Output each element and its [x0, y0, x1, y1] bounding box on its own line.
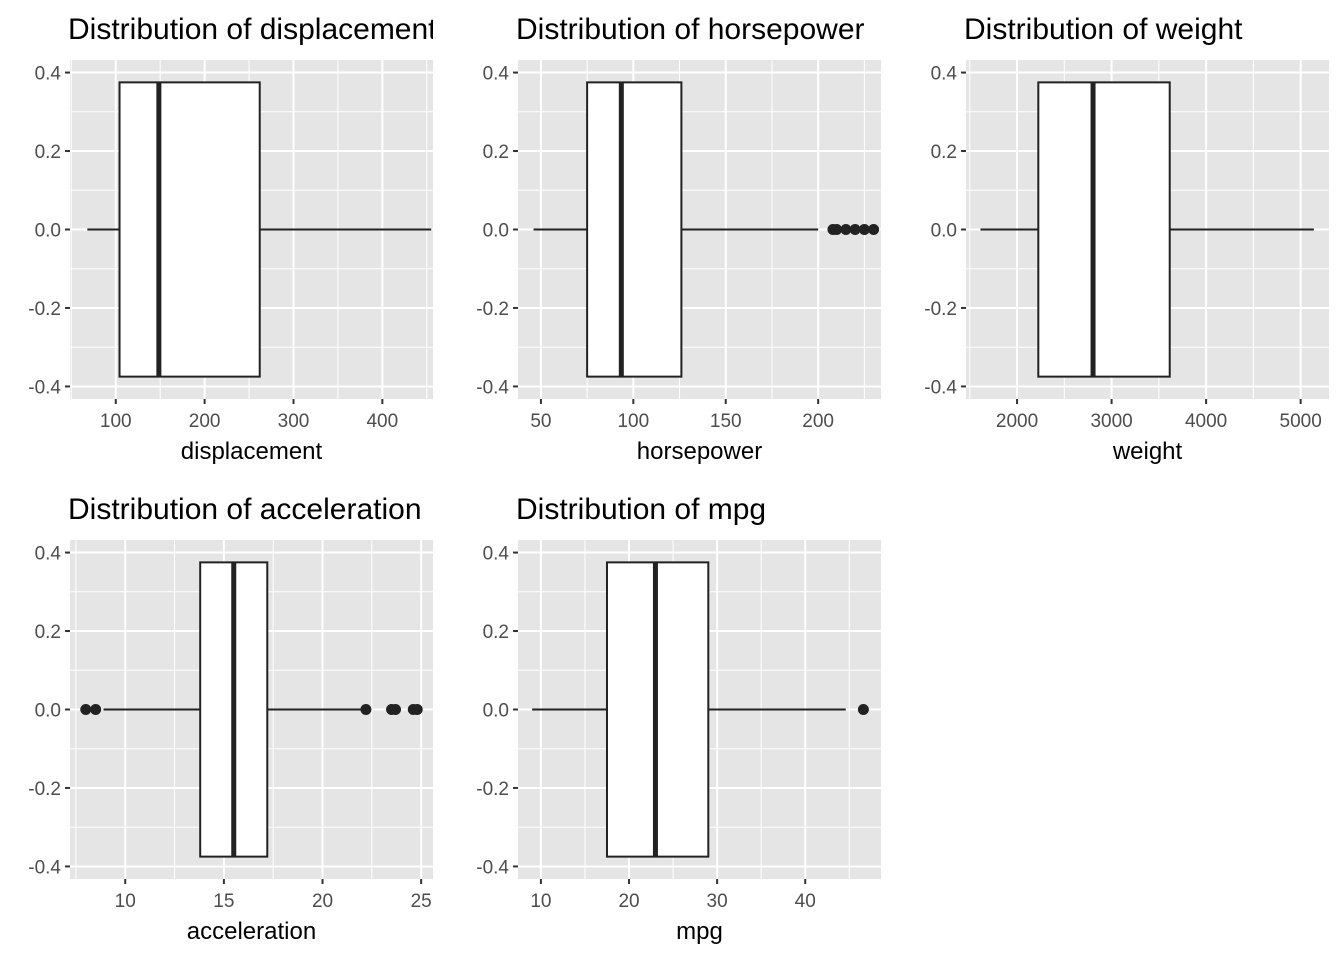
- panel-title: Distribution of weight: [964, 13, 1243, 46]
- outlier-point: [90, 704, 102, 715]
- boxplot-marks: [532, 561, 869, 858]
- x-tick-label: 10: [530, 891, 551, 912]
- panel-title: Distribution of displacement: [68, 13, 437, 46]
- y-tick-label: 0.2: [483, 142, 509, 163]
- outlier-point: [857, 704, 869, 715]
- panel-title: Distribution of mpg: [516, 493, 766, 526]
- title-group: Distribution of weight: [964, 13, 1243, 46]
- y-tick-label: -0.4: [28, 857, 61, 878]
- panel-title: Distribution of acceleration: [68, 493, 422, 526]
- x-tick-label: 400: [366, 411, 398, 432]
- axes: -0.4 -0.2 0.0 0.2 0.4 2000 3000 4000 5000: [924, 64, 1322, 432]
- y-tick-label: -0.2: [28, 299, 61, 320]
- y-tick-label: 0.4: [483, 64, 510, 85]
- outlier-point: [868, 224, 880, 235]
- y-tick-label: 0.0: [483, 221, 509, 242]
- iqr-box: [1037, 81, 1171, 378]
- iqr-box: [586, 81, 683, 378]
- facet-panel-mpg: -0.4 -0.2 0.0 0.2 0.4 10 20 30 40 mpg Distribution…: [476, 493, 881, 945]
- y-tick-label: 0.2: [35, 142, 61, 163]
- outlier-point: [360, 704, 372, 715]
- iqr-box: [118, 81, 261, 378]
- x-axis-title: acceleration: [187, 918, 316, 945]
- axes: -0.4 -0.2 0.0 0.2 0.4 100 200 300 400: [28, 64, 398, 432]
- y-tick-label: 0.4: [35, 544, 62, 565]
- outlier-point: [411, 704, 423, 715]
- y-tick-label: -0.4: [476, 857, 509, 878]
- x-tick-label: 5000: [1280, 411, 1322, 432]
- x-tick-label: 50: [530, 411, 551, 432]
- y-tick-label: -0.4: [28, 377, 61, 398]
- y-tick-label: 0.2: [35, 622, 61, 643]
- x-tick-label: 15: [213, 891, 234, 912]
- x-tick-label: 200: [802, 411, 834, 432]
- x-tick-label: 4000: [1185, 411, 1227, 432]
- y-tick-label: 0.0: [483, 701, 509, 722]
- x-axis-title: displacement: [181, 438, 323, 465]
- outlier-point: [858, 224, 870, 235]
- x-tick-label: 10: [115, 891, 136, 912]
- x-tick-label: 25: [411, 891, 432, 912]
- y-tick-label: 0.4: [483, 544, 510, 565]
- y-tick-label: -0.2: [476, 779, 509, 800]
- x-tick-label: 20: [312, 891, 333, 912]
- x-tick-label: 300: [278, 411, 310, 432]
- outlier-point: [831, 224, 843, 235]
- y-tick-label: -0.2: [924, 299, 957, 320]
- panel-title: Distribution of horsepower: [516, 13, 865, 46]
- y-tick-label: -0.2: [28, 779, 61, 800]
- x-tick-label: 150: [710, 411, 742, 432]
- axes: -0.4 -0.2 0.0 0.2 0.4 10 15 20 25: [28, 544, 431, 912]
- y-tick-label: 0.4: [931, 64, 958, 85]
- boxplot-marks: [80, 561, 423, 858]
- outlier-point: [849, 224, 861, 235]
- title-group: Distribution of mpg: [516, 493, 766, 526]
- x-axis-title: weight: [1112, 438, 1183, 465]
- title-group: Distribution of horsepower: [516, 13, 865, 46]
- title-group: Distribution of displacement: [68, 13, 437, 46]
- facet-panel-displacement: -0.4 -0.2 0.0 0.2 0.4 100 200 300 400 displacemen…: [28, 13, 437, 465]
- boxplot-marks: [87, 81, 432, 378]
- y-tick-label: 0.4: [35, 64, 62, 85]
- x-tick-label: 30: [707, 891, 728, 912]
- outlier-point: [80, 704, 92, 715]
- y-tick-label: -0.4: [924, 377, 957, 398]
- x-tick-label: 40: [795, 891, 816, 912]
- axes: -0.4 -0.2 0.0 0.2 0.4 50 100 150 200: [476, 64, 834, 432]
- facet-panel-weight: -0.4 -0.2 0.0 0.2 0.4 2000 3000 4000 5000 weight D…: [924, 13, 1329, 465]
- x-tick-label: 2000: [996, 411, 1038, 432]
- y-tick-label: 0.2: [483, 622, 509, 643]
- y-tick-label: 0.0: [931, 221, 957, 242]
- boxplot-marks: [533, 81, 880, 378]
- boxplot-marks: [980, 81, 1314, 378]
- y-tick-label: 0.2: [931, 142, 957, 163]
- x-tick-label: 100: [100, 411, 132, 432]
- y-tick-label: 0.0: [35, 701, 61, 722]
- outlier-point: [390, 704, 402, 715]
- title-group: Distribution of acceleration: [68, 493, 422, 526]
- x-axis-title: mpg: [676, 918, 723, 945]
- x-tick-label: 200: [189, 411, 221, 432]
- y-tick-label: -0.2: [476, 299, 509, 320]
- y-tick-label: 0.0: [35, 221, 61, 242]
- x-axis-title: horsepower: [637, 438, 762, 465]
- outlier-point: [840, 224, 852, 235]
- x-tick-label: 3000: [1090, 411, 1132, 432]
- x-tick-label: 100: [617, 411, 649, 432]
- facet-panel-horsepower: -0.4 -0.2 0.0 0.2 0.4 50 100 150 200 horsepower Di…: [476, 13, 881, 465]
- x-tick-label: 20: [618, 891, 639, 912]
- y-tick-label: -0.4: [476, 377, 509, 398]
- facet-panel-acceleration: -0.4 -0.2 0.0 0.2 0.4 10 15 20 25 acceleration Dis…: [28, 493, 433, 945]
- axes: -0.4 -0.2 0.0 0.2 0.4 10 20 30 40: [476, 544, 816, 912]
